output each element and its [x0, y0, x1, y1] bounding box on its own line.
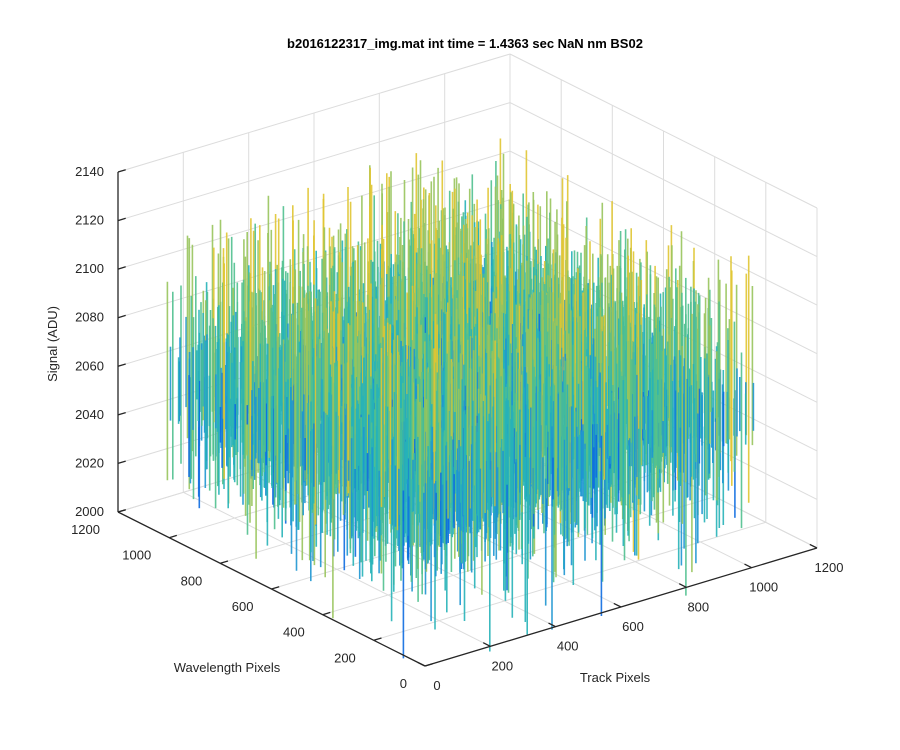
- x-tick-label: 0: [433, 678, 440, 693]
- x-tick-label: 800: [687, 599, 709, 614]
- z-tick-label: 2080: [75, 310, 104, 325]
- z-tick-mark: [117, 509, 126, 513]
- z-tick-label: 2020: [75, 455, 104, 470]
- z-tick-label: 2040: [75, 407, 104, 422]
- grid-wall-z-xz: [117, 102, 511, 222]
- y-tick-mark: [169, 534, 177, 539]
- chart-title: b2016122317_img.mat int time = 1.4363 se…: [287, 36, 643, 51]
- z-tick-mark: [117, 266, 126, 270]
- axis-lines: [117, 169, 818, 667]
- x-tick-label: 600: [622, 619, 644, 634]
- grid-floor-y: [373, 521, 766, 641]
- y-tick-label: 0: [400, 676, 407, 691]
- tick-labels: 0 200 400 600 800 1000 1200 0 200 400 600 800 1000 12…: [71, 164, 843, 693]
- z-tick-label: 2120: [75, 213, 104, 228]
- z-axis-label: Signal (ADU): [45, 306, 60, 382]
- x-tick-mark: [482, 642, 491, 647]
- y-axis-label: Wavelength Pixels: [174, 660, 281, 675]
- x-tick-label: 1200: [815, 560, 844, 575]
- x-tick-mark: [678, 583, 687, 588]
- grid-wall-z-xz: [117, 53, 511, 173]
- y-tick-mark: [220, 560, 229, 564]
- z-tick-label: 2060: [75, 358, 104, 373]
- surface-mesh: [166, 138, 755, 659]
- y-tick-label: 600: [232, 599, 254, 614]
- x-tick-mark: [809, 543, 818, 549]
- grid-wall-z-yz: [509, 102, 818, 258]
- x-axis-label: Track Pixels: [580, 670, 651, 685]
- y-tick-label: 1200: [71, 522, 100, 537]
- z-tick-label: 2140: [75, 164, 104, 179]
- y-tick-label: 400: [283, 625, 305, 640]
- z-tick-mark: [117, 169, 126, 173]
- x-tick-mark: [548, 622, 556, 628]
- x-tick-mark: [417, 661, 426, 667]
- z-tick-label: 2000: [75, 504, 104, 519]
- z-tick-mark: [117, 411, 126, 416]
- y-tick-label: 1000: [122, 548, 151, 563]
- x-tick-mark: [613, 602, 622, 608]
- grid-wall-z-yz: [509, 53, 818, 209]
- grid-wall-z-xz: [117, 150, 511, 270]
- y-tick-mark: [271, 586, 280, 590]
- z-tick-mark: [117, 363, 126, 367]
- y-tick-label: 800: [181, 573, 203, 588]
- y-tick-mark: [373, 637, 382, 641]
- z-tick-mark: [117, 217, 126, 222]
- y-tick-mark: [322, 611, 331, 616]
- x-tick-label: 200: [491, 658, 513, 673]
- y-tick-label: 200: [334, 650, 356, 665]
- z-tick-mark: [117, 460, 126, 465]
- z-tick-label: 2100: [75, 261, 104, 276]
- x-tick-mark: [744, 563, 752, 569]
- z-tick-mark: [117, 314, 126, 319]
- x-tick-label: 400: [557, 639, 579, 654]
- y-tick-mark: [424, 663, 433, 667]
- grid-wall-z-yz: [509, 150, 818, 306]
- x-tick-label: 1000: [749, 580, 778, 595]
